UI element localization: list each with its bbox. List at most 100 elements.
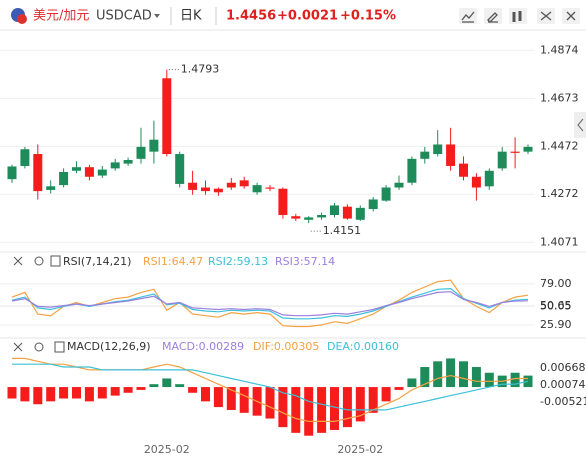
macd-bar — [304, 387, 314, 436]
candle-body — [304, 217, 314, 220]
legend-entry: RSI3:57.14 — [275, 255, 335, 268]
checkbox-icon[interactable] — [54, 341, 65, 353]
candle-body — [523, 146, 533, 152]
candle-body — [278, 188, 288, 216]
macd-line — [12, 363, 529, 411]
macd-bar — [407, 378, 417, 388]
macd-bar — [175, 384, 185, 388]
candle-body — [420, 151, 430, 159]
gear-icon[interactable] — [34, 342, 44, 352]
y-tick-label: 1.4472 — [540, 139, 579, 152]
period[interactable]: 日K — [180, 9, 202, 24]
settings-icon[interactable] — [566, 11, 576, 21]
legend-entry: MACD:0.00289 — [162, 340, 244, 353]
macd-line — [12, 357, 528, 422]
candle-body — [407, 158, 417, 183]
candle-body — [446, 144, 456, 166]
candle-body — [201, 187, 210, 192]
macd-bar — [510, 372, 520, 388]
candle-body — [291, 216, 301, 219]
max-annotation: 1.4793 — [181, 63, 220, 76]
gear-icon[interactable] — [34, 256, 44, 266]
candle-body — [46, 186, 56, 190]
macd-bar — [381, 387, 391, 402]
y-tick-label: 25.90 — [540, 318, 572, 331]
macd-bar — [330, 387, 339, 430]
legend-entry: DEA:0.00160 — [327, 340, 399, 353]
candle-body — [162, 78, 172, 155]
symbol[interactable]: USDCAD — [96, 9, 152, 24]
y-tick-label: 79.00 — [540, 277, 572, 290]
macd-bar — [291, 387, 301, 433]
macd-bar — [149, 384, 159, 388]
flag-icon — [17, 14, 27, 24]
candle-body — [510, 151, 520, 153]
macd-bar — [433, 361, 443, 388]
change-pct: +0.15% — [340, 9, 396, 24]
candle-body — [97, 169, 107, 176]
candle-body — [265, 187, 275, 189]
macd-bar — [355, 387, 365, 422]
y-tick-label: 1.4673 — [540, 91, 579, 104]
legend-entry: DIF:0.00305 — [253, 340, 319, 353]
checkbox-icon[interactable] — [50, 255, 61, 267]
macd-bar — [226, 387, 236, 410]
y-tick-label: -0.00521 — [540, 395, 586, 408]
macd-bar — [123, 387, 133, 393]
y-tick-label: 50.65 — [540, 299, 572, 312]
y-tick-label: 1.4071 — [540, 235, 579, 248]
candle-icon[interactable] — [512, 11, 522, 22]
macd-bar — [213, 387, 223, 408]
candle-body — [7, 166, 17, 180]
candle-body — [33, 154, 43, 192]
candle-body — [355, 207, 365, 220]
candle-body — [394, 182, 404, 188]
macd-bar — [20, 387, 30, 402]
candle-body — [484, 170, 494, 187]
candle-body — [175, 154, 185, 184]
indicator-icon[interactable] — [461, 11, 475, 23]
candle-body — [252, 185, 262, 193]
candle-body — [317, 215, 327, 218]
y-tick-label: 0.00668 — [540, 361, 586, 374]
draw-icon[interactable] — [487, 12, 498, 23]
indicator-button[interactable] — [459, 8, 477, 24]
candle-body — [213, 188, 223, 193]
macd-bar — [239, 387, 249, 413]
candle-body — [84, 167, 94, 177]
macd-bar — [46, 387, 56, 402]
candle-body — [459, 163, 468, 177]
macd-bar — [59, 387, 69, 399]
candle-button[interactable] — [509, 8, 527, 24]
macd-bar — [484, 372, 494, 388]
macd-bar — [420, 367, 430, 388]
y-tick-label: 50.05 — [540, 299, 572, 312]
fullscreen-icon[interactable] — [540, 11, 552, 21]
rsi-line — [11, 279, 529, 328]
side-toggle-icon[interactable] — [577, 118, 584, 132]
candle-body — [136, 146, 146, 159]
close-icon[interactable] — [13, 256, 23, 266]
macd-bar — [342, 387, 352, 428]
candle-body — [471, 176, 481, 188]
macd-bar — [265, 387, 275, 419]
candle-body — [381, 187, 391, 201]
macd-bar — [136, 387, 146, 390]
y-tick-label: 1.4272 — [540, 187, 579, 200]
dropdown-icon[interactable] — [154, 14, 160, 18]
macd-bar — [459, 361, 468, 388]
y-tick-label: 0.00074 — [540, 378, 586, 391]
price: 1.4456 — [226, 9, 276, 24]
macd-bar — [110, 387, 120, 396]
side-toggle[interactable] — [574, 112, 586, 138]
macd-bar — [368, 387, 378, 413]
x-tick-label: 2025-02 — [337, 443, 383, 456]
y-tick-label: 1.4874 — [540, 43, 579, 56]
macd-bar — [446, 358, 456, 388]
close-icon[interactable] — [13, 342, 23, 352]
change: +0.0021 — [277, 9, 338, 24]
rsi-line — [11, 291, 529, 317]
macd-bar — [7, 387, 17, 399]
candle-body — [330, 205, 339, 216]
